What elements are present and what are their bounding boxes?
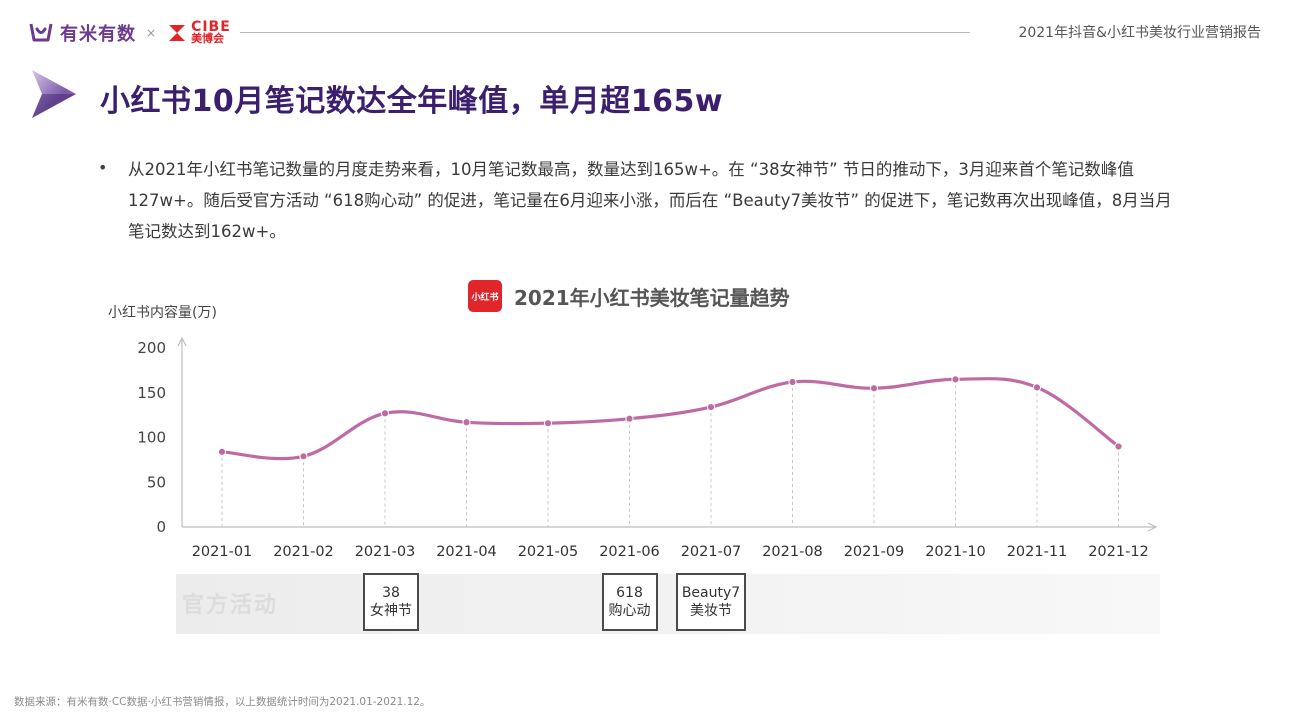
cibe-logo: CIBE 美博会: [166, 19, 231, 45]
series-line: [220, 377, 1121, 461]
xiaohongshu-logo-icon: 小红书: [468, 280, 502, 312]
event-name: 38: [382, 585, 400, 601]
event-subtitle: 女神节: [370, 603, 412, 619]
x-tick-label: 2021-05: [518, 544, 579, 560]
y-axis-label: 小红书内容量(万): [108, 305, 217, 321]
x-tick-label: 2021-12: [1088, 544, 1149, 560]
data-point: [869, 384, 879, 393]
youmi-logo-icon: [29, 23, 53, 42]
body-paragraph: 从2021年小红书笔记数量的月度走势来看，10月笔记数最高，数量达到165w+。…: [128, 160, 1172, 241]
event-box: 618 购心动: [601, 573, 658, 631]
x-tick-label: 2021-02: [273, 544, 334, 560]
x-tick-label: 2021-08: [762, 544, 823, 560]
header-logos: 有米有数 × CIBE 美博会: [28, 18, 231, 48]
x-tick-label: 2021-09: [844, 544, 905, 560]
y-tick-label: 200: [137, 339, 166, 357]
y-tick-label: 150: [137, 384, 166, 402]
y-tick-label: 100: [137, 429, 166, 447]
event-box: 38 女神节: [363, 573, 419, 631]
event-name: Beauty7: [681, 585, 741, 601]
x-tick-label: 2021-11: [1007, 544, 1068, 560]
brand-name: 有米有数: [60, 24, 136, 45]
x-tick-label: 2021-07: [681, 544, 742, 560]
cibe-subtitle: 美博会: [191, 32, 225, 45]
logo-separator: ×: [146, 26, 157, 40]
header-divider: [240, 32, 970, 33]
x-tick-label: 2021-06: [599, 544, 660, 560]
x-axis-arrow: [1147, 522, 1158, 532]
event-subtitle: 美妆节: [690, 603, 732, 619]
y-axis-arrow: [177, 336, 187, 347]
cibe-logo-icon: [169, 25, 186, 41]
bullet-marker: •: [98, 158, 108, 177]
data-point: [462, 418, 471, 427]
y-tick-label: 50: [147, 473, 166, 491]
event-box: Beauty7 美妆节: [676, 573, 746, 631]
data-point: [217, 447, 227, 456]
data-point: [625, 414, 634, 423]
data-point: [299, 452, 308, 461]
event-name: 618: [616, 585, 643, 601]
report-title: 2021年抖音&小红书美妆行业营销报告: [1018, 25, 1261, 41]
x-tick-label: 2021-04: [436, 544, 497, 560]
page-title: 小红书10月笔记数达全年峰值，单月超165w: [100, 84, 724, 119]
events-band-label: 官方活动: [182, 593, 279, 618]
title-arrow-icon: [32, 70, 76, 118]
cibe-name: CIBE: [191, 19, 231, 35]
x-tick-label: 2021-01: [192, 544, 253, 560]
chart-title: 2021年小红书美妆笔记量趋势: [514, 286, 790, 310]
x-tick-label: 2021-03: [355, 544, 416, 560]
y-tick-label: 0: [156, 518, 166, 536]
data-point: [1114, 442, 1123, 451]
data-point: [951, 375, 960, 384]
data-point: [380, 409, 390, 418]
data-point: [543, 419, 553, 428]
event-subtitle: 购心动: [608, 603, 651, 619]
data-point: [706, 402, 716, 412]
data-point: [788, 377, 797, 387]
data-source-note: 数据来源：有米有数·CC数据·小红书营销情报，以上数据统计时间为2021.01-…: [14, 696, 431, 708]
events-band: [176, 574, 1160, 634]
data-point: [1032, 383, 1042, 392]
x-tick-label: 2021-10: [925, 544, 986, 560]
